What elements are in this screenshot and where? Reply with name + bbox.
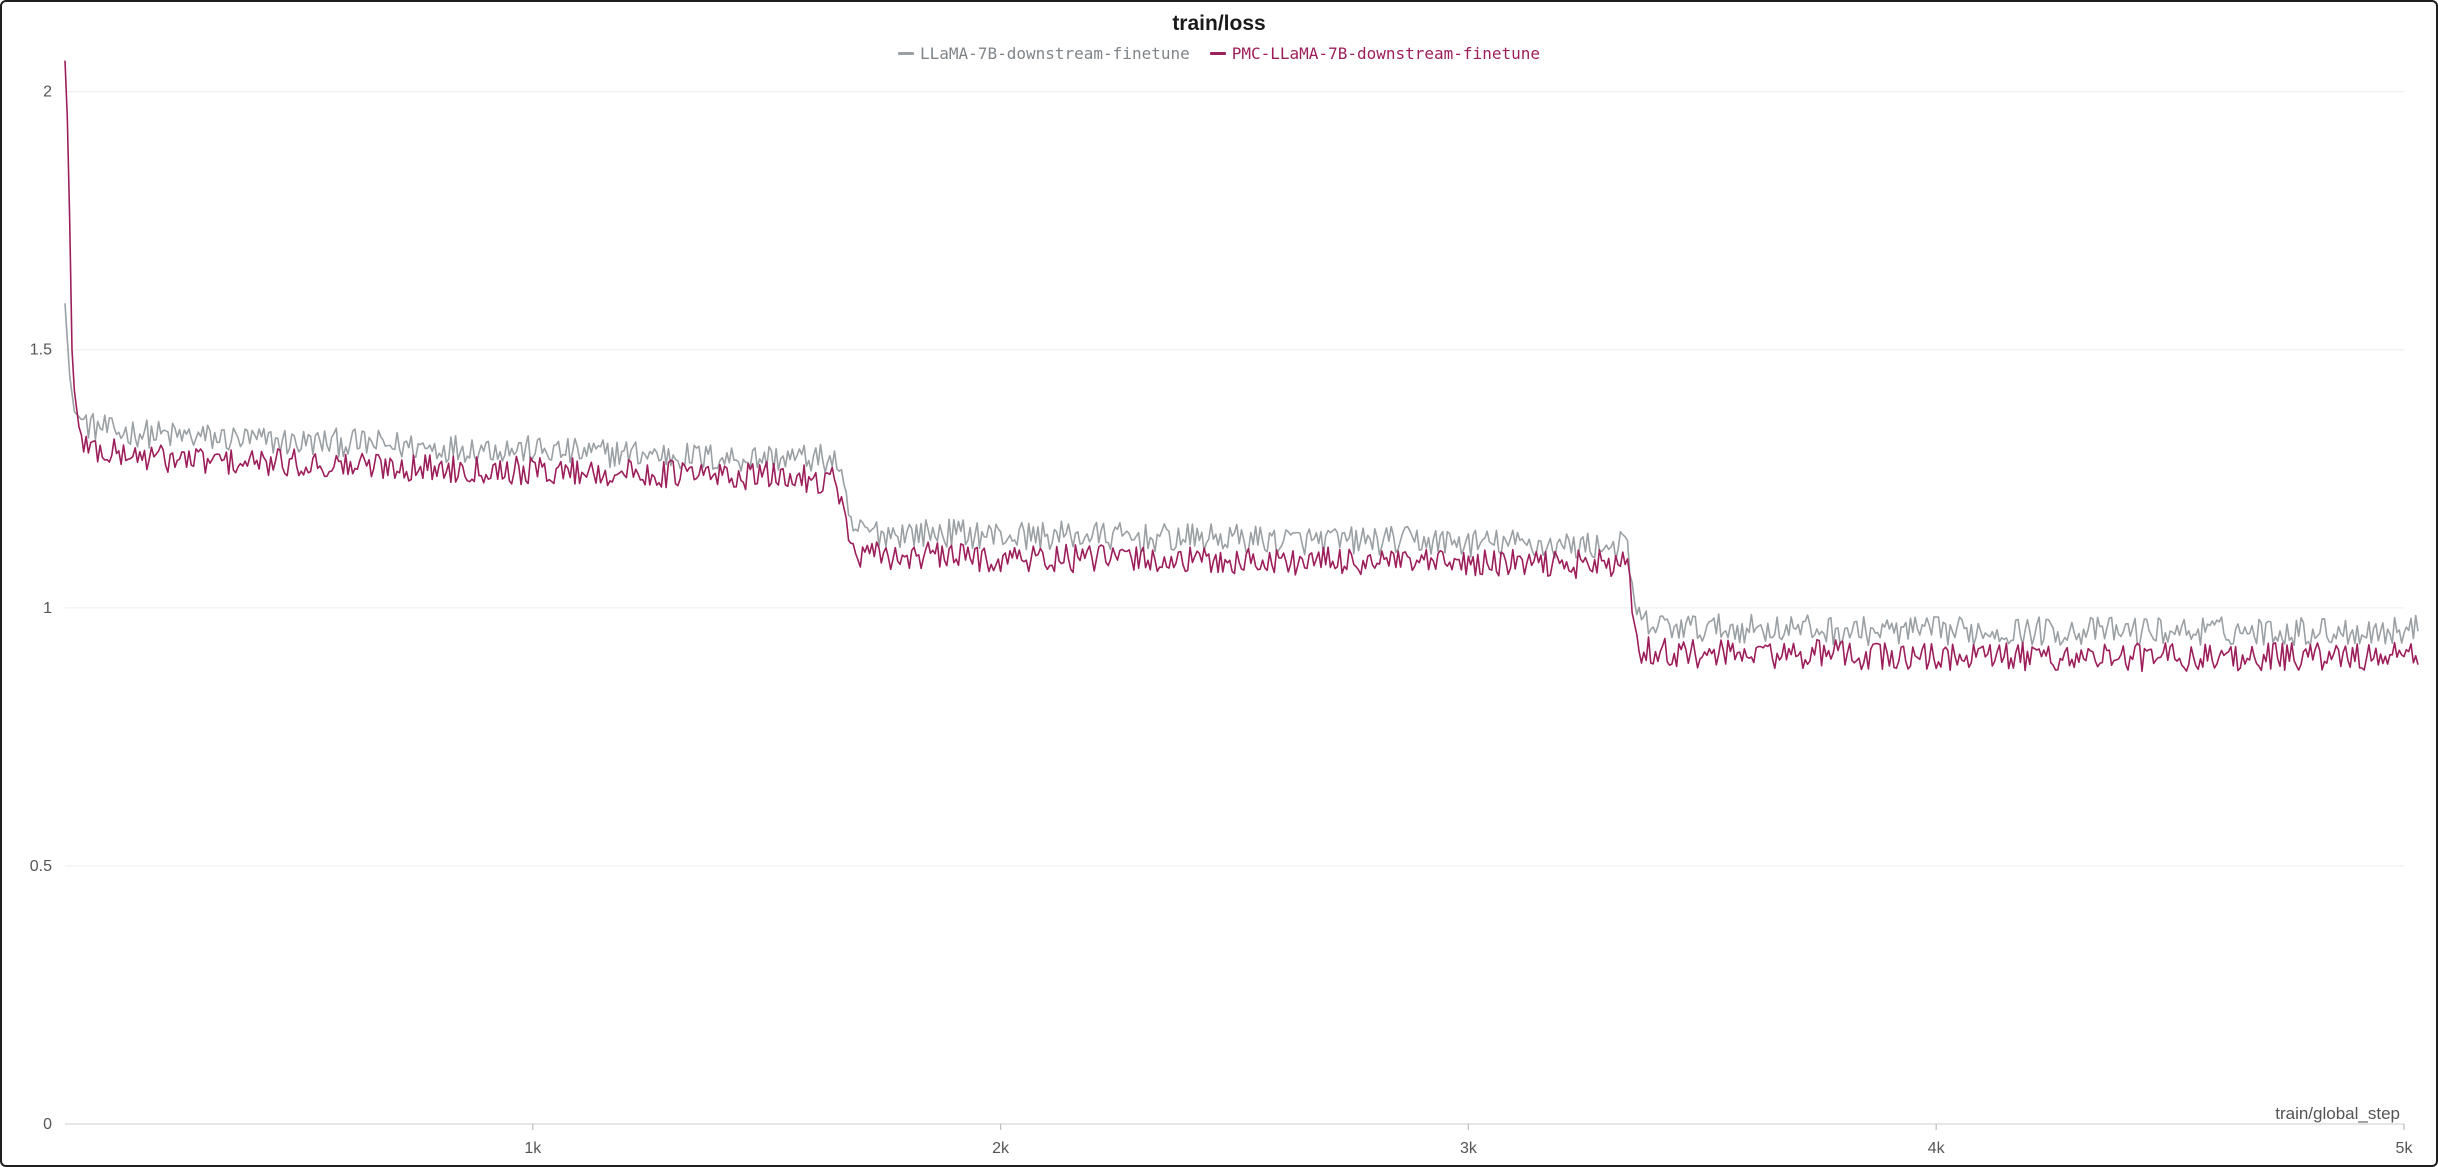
y-tick-label: 1.5 xyxy=(30,342,52,359)
series-lines xyxy=(64,60,2419,673)
x-tick-label: 3k xyxy=(1460,1140,1478,1157)
series-line-llama xyxy=(64,303,2419,647)
y-tick-label: 0.5 xyxy=(30,858,52,875)
x-tick-label: 5k xyxy=(2396,1140,2414,1157)
legend-item-pmc-llama[interactable]: PMC-LLaMA-7B-downstream-finetune xyxy=(1209,44,1540,63)
legend-label-llama: LLaMA-7B-downstream-finetune xyxy=(920,44,1190,63)
x-tick-label: 2k xyxy=(992,1140,1010,1157)
grid-lines xyxy=(65,91,2404,1125)
y-tick-label: 2 xyxy=(43,84,52,101)
legend-swatch-pmc-llama xyxy=(1209,52,1226,55)
legend-item-llama[interactable]: LLaMA-7B-downstream-finetune xyxy=(898,44,1190,63)
legend-swatch-llama xyxy=(898,52,915,55)
x-axis-title: train/global_step xyxy=(2275,1104,2400,1123)
chart-title: train/loss xyxy=(1172,12,1266,35)
x-tick-label: 1k xyxy=(524,1140,542,1157)
y-tick-label: 1 xyxy=(43,600,52,617)
chart-legend: LLaMA-7B-downstream-finetune PMC-LLaMA-7… xyxy=(0,44,2438,63)
x-tick-label: 4k xyxy=(1928,1140,1946,1157)
axes: 0 0.5 1 1.5 2 1k 2k 3k 4k 5k xyxy=(30,84,2414,1157)
series-line-pmc-llama xyxy=(64,60,2419,673)
legend-label-pmc-llama: PMC-LLaMA-7B-downstream-finetune xyxy=(1231,44,1540,63)
y-tick-label: 0 xyxy=(43,1116,52,1133)
